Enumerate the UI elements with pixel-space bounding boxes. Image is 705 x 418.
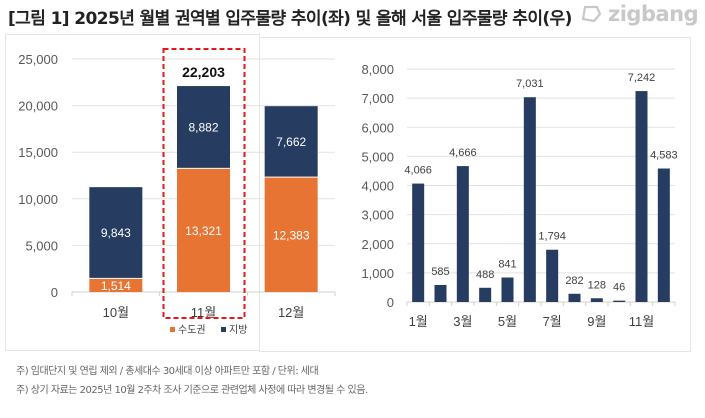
monthly-bar	[546, 249, 559, 302]
monthly-data-label: 841	[498, 259, 516, 271]
right-xtick-label: 5월	[498, 314, 517, 329]
right-xtick-label: 11월	[629, 314, 654, 329]
right-ytick-label: 0	[387, 295, 394, 310]
right-xtick-label: 1월	[409, 314, 428, 329]
zigbang-logo-icon	[581, 5, 602, 23]
right-ytick-label: 4,000	[361, 179, 394, 194]
bar-data-label: 12,383	[273, 228, 310, 242]
right-xtick-label: 9월	[587, 314, 606, 329]
left-ytick-label: 5,000	[25, 238, 58, 253]
monthly-bar	[456, 166, 469, 302]
left-ytick-label: 10,000	[18, 192, 58, 207]
monthly-data-label: 488	[476, 269, 494, 281]
monthly-data-label: 1,794	[538, 231, 566, 243]
bar-data-label: 9,843	[101, 226, 131, 240]
monthly-bar	[501, 277, 514, 302]
left-ytick-label: 20,000	[18, 99, 58, 114]
monthly-data-label: 46	[613, 282, 625, 294]
monthly-bar	[657, 168, 670, 302]
monthly-bar	[635, 91, 648, 302]
monthly-data-label: 128	[588, 279, 606, 291]
legend-swatch-지방	[221, 327, 226, 332]
monthly-bar	[568, 293, 581, 302]
legend-swatch-수도권	[170, 327, 175, 332]
left-ytick-label: 0	[51, 285, 58, 300]
right-chart-panel	[259, 37, 691, 352]
right-xtick-label: 7월	[543, 314, 562, 329]
monthly-bar	[613, 300, 626, 302]
bar-data-label: 8,882	[188, 120, 218, 134]
monthly-bar	[434, 284, 447, 302]
monthly-bar	[523, 97, 536, 302]
left-xtick-label: 10월	[103, 305, 129, 320]
highlight-box	[162, 48, 246, 319]
stacked-bar-지방	[177, 86, 230, 168]
monthly-data-label: 7,031	[516, 78, 544, 90]
right-ytick-label: 8,000	[361, 62, 394, 77]
right-ytick-label: 2,000	[361, 237, 394, 252]
stacked-bar-지방	[264, 106, 318, 177]
monthly-bar	[412, 183, 425, 302]
monthly-bar	[590, 298, 603, 302]
monthly-data-label: 7,242	[628, 72, 656, 84]
left-xtick-label: 12월	[278, 305, 304, 320]
stacked-bar-수도권	[89, 278, 143, 292]
figure-title: [그림 1] 2025년 월별 권역별 입주물량 추이(좌) 및 올해 서울 입…	[8, 9, 572, 29]
logo-text: zigbang	[608, 2, 699, 26]
monthly-data-label: 4,583	[650, 150, 678, 162]
bar-data-label: 1,514	[101, 279, 131, 293]
right-ytick-label: 6,000	[361, 120, 394, 135]
footnote-2: 주) 상기 자료는 2025년 10월 2주차 조사 기준으로 관련업체 사정에…	[16, 385, 368, 396]
monthly-data-label: 4,066	[404, 165, 432, 177]
right-ytick-label: 3,000	[361, 208, 394, 223]
left-ytick-label: 25,000	[18, 52, 58, 67]
right-ytick-label: 5,000	[361, 149, 394, 164]
legend-label: 지방	[229, 324, 247, 336]
bar-data-label: 13,321	[185, 224, 222, 238]
legend-label: 수도권	[178, 324, 206, 336]
stacked-bar-수도권	[264, 177, 318, 292]
stacked-bar-지방	[89, 187, 143, 278]
bar-data-label: 7,662	[276, 135, 306, 149]
footnote-1: 주) 임대단지 및 연립 제외 / 총세대수 30세대 이상 아파트만 포함 /…	[16, 366, 319, 377]
right-ytick-label: 1,000	[361, 266, 394, 281]
monthly-data-label: 585	[431, 266, 449, 278]
monthly-bar	[479, 287, 492, 302]
right-xtick-label: 3월	[453, 314, 472, 329]
total-annotation: 22,203	[182, 64, 225, 80]
left-ytick-label: 15,000	[18, 145, 58, 160]
monthly-data-label: 282	[565, 275, 583, 287]
left-xtick-label: 11월	[191, 305, 216, 320]
stacked-bar-수도권	[177, 168, 230, 292]
right-ytick-label: 7,000	[361, 91, 394, 106]
zigbang-logo: zigbang	[580, 2, 699, 26]
monthly-data-label: 4,666	[449, 147, 477, 159]
